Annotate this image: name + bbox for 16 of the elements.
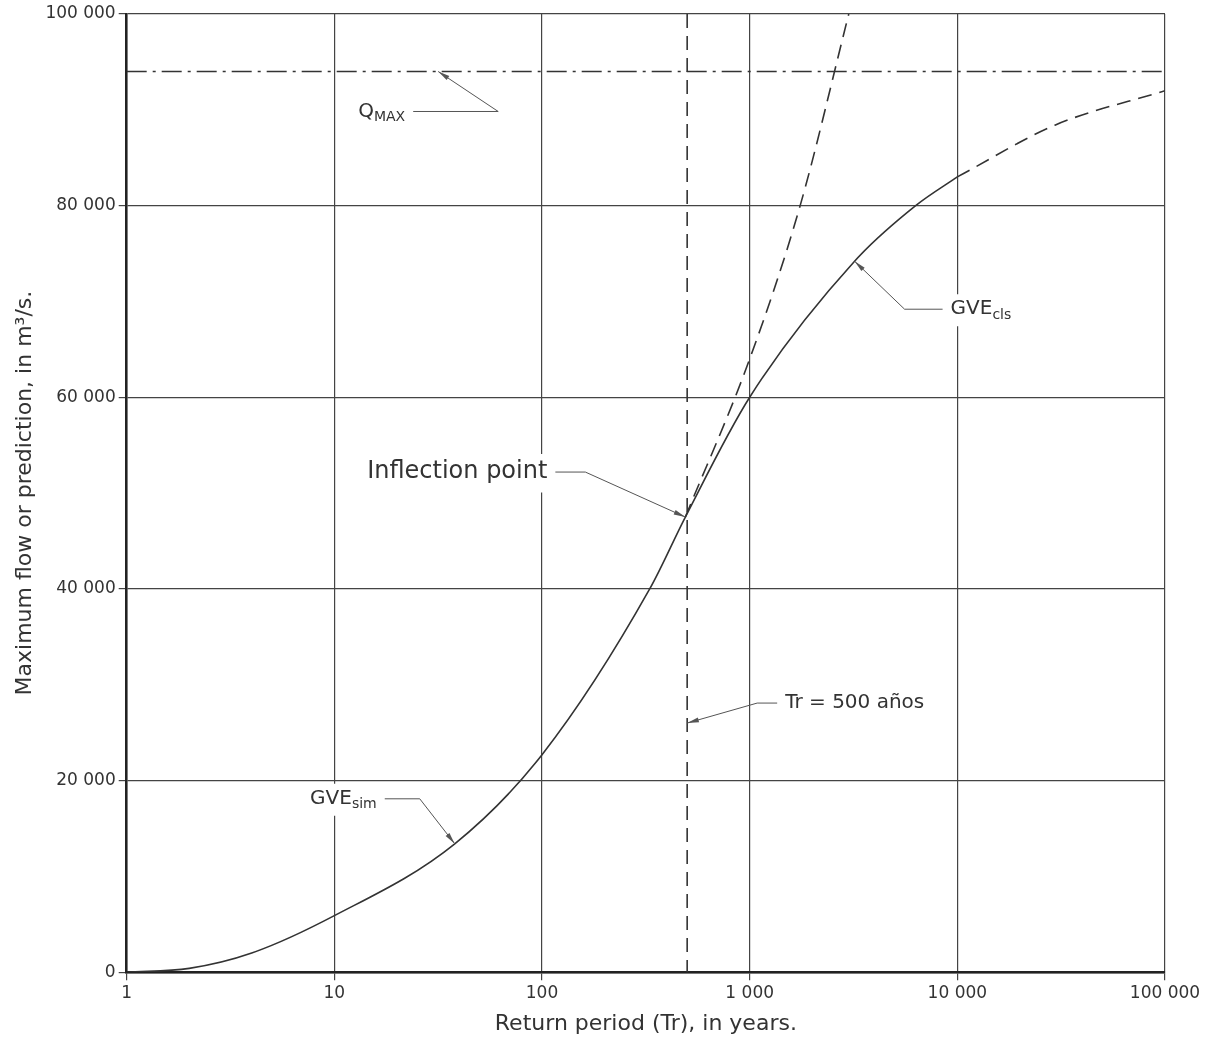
x-axis-title: Return period (Tr), in years. <box>494 1009 797 1035</box>
x-tick-label: 10 <box>323 981 346 1002</box>
y-tick-label: 20 000 <box>56 768 116 789</box>
annotation: Inflection point <box>367 456 548 485</box>
y-tick-label: 40 000 <box>56 577 116 598</box>
y-tick-label: 80 000 <box>56 194 116 215</box>
x-tick-label: 10 000 <box>927 981 988 1002</box>
y-tick-label: 100 000 <box>45 2 116 23</box>
x-tick-label: 100 <box>525 981 559 1002</box>
x-tick-label: 1 000 <box>725 981 775 1002</box>
y-axis-title: Maximum flow or prediction, in m³/s. <box>10 290 36 696</box>
x-tick-label: 100 000 <box>1129 981 1201 1002</box>
ref-line-label: Tr = 500 años <box>784 689 925 714</box>
x-tick-label: 1 <box>121 981 133 1002</box>
y-tick-label: 60 000 <box>56 385 116 406</box>
y-tick-label: 0 <box>104 960 116 981</box>
